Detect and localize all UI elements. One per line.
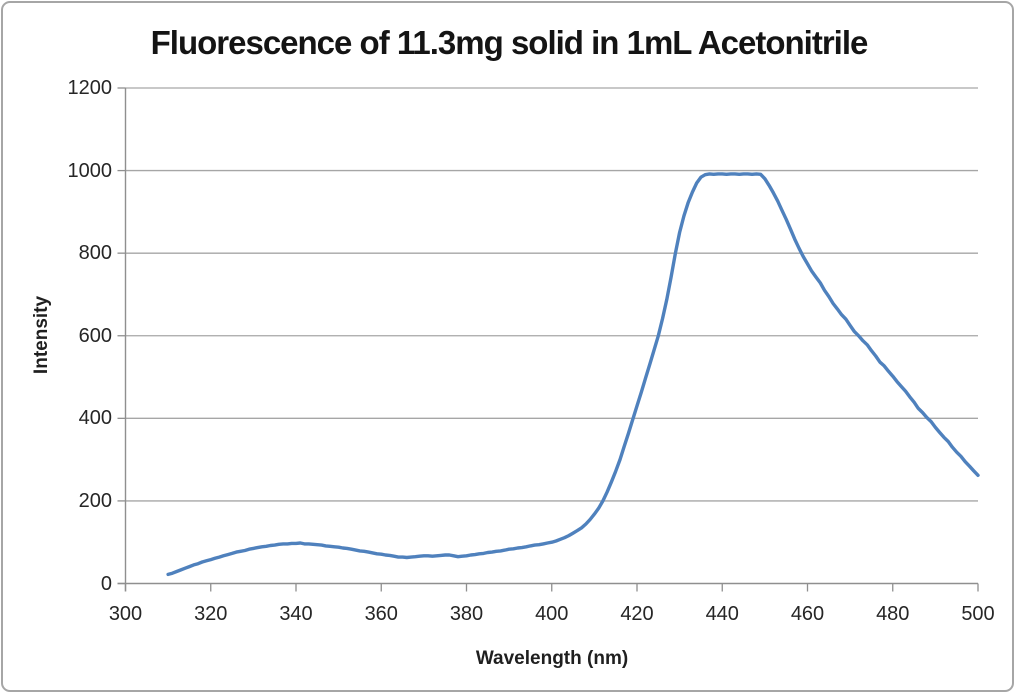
x-tick-label: 340 [279,603,313,625]
y-axis-title: Intensity [31,295,52,375]
series-line [166,172,980,577]
y-tick-label: 400 [78,407,112,430]
x-tick-label: 420 [620,603,654,625]
chart-title: Fluorescence of 11.3mg solid in 1mL Acet… [150,24,869,61]
x-tick-label: 380 [449,603,484,625]
y-tick-label: 1200 [67,77,113,99]
x-tick-label: 400 [535,603,569,625]
x-tick-label: 480 [876,603,910,625]
x-axis-title: Wavelength (nm) [475,648,629,669]
y-tick-label: 200 [78,489,112,512]
x-tick-label: 500 [961,603,995,625]
y-tick-label: 0 [100,572,112,595]
x-tick-label: 300 [108,603,143,625]
x-tick-label: 360 [364,603,398,625]
y-tick-label: 1000 [67,159,113,182]
x-tick-label: 320 [194,603,228,625]
x-tick-label: 440 [705,603,739,625]
y-tick-label: 800 [78,242,112,265]
y-tick-label: 600 [78,324,112,347]
x-tick-label: 460 [790,603,825,625]
